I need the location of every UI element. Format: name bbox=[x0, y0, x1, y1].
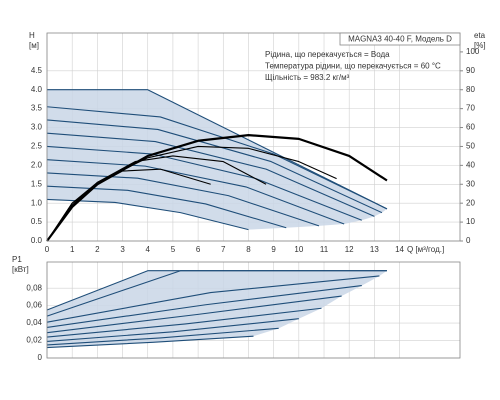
y2-tick-label: 60 bbox=[466, 123, 475, 132]
efficiency-curve bbox=[46, 134, 388, 242]
y2-tick-label: 30 bbox=[466, 179, 475, 188]
curve bbox=[46, 285, 362, 328]
y-tick-label: 3.5 bbox=[31, 104, 43, 113]
y2-tick-label: 0 bbox=[466, 236, 471, 245]
y2-tick-label: 50 bbox=[466, 142, 475, 151]
y2-tick-label: 40 bbox=[466, 160, 475, 169]
curve bbox=[46, 275, 380, 323]
curve bbox=[46, 307, 322, 338]
curve bbox=[46, 185, 287, 229]
chart-title: MAGNA3 40-40 F, Модель D bbox=[348, 35, 452, 44]
operating-area bbox=[47, 89, 387, 230]
x-tick-label: 6 bbox=[196, 245, 201, 254]
y-tick-label: 0,04 bbox=[26, 318, 42, 327]
x-tick-label: 2 bbox=[95, 245, 100, 254]
y2-tick-label: 100 bbox=[466, 47, 480, 56]
curve bbox=[46, 132, 375, 217]
y-axis-label: P1 bbox=[12, 255, 22, 264]
x-tick-label: 0 bbox=[45, 245, 50, 254]
y-tick-label: 0,08 bbox=[26, 283, 42, 292]
y-tick-label: 3.0 bbox=[31, 123, 43, 132]
y2-tick-label: 70 bbox=[466, 104, 475, 113]
y-tick-label: 2.0 bbox=[31, 160, 43, 169]
y-tick-label: 0 bbox=[38, 353, 43, 362]
y2-tick-label: 20 bbox=[466, 198, 475, 207]
efficiency-curve bbox=[46, 145, 337, 242]
curve bbox=[46, 119, 383, 214]
y-tick-label: 1.5 bbox=[31, 179, 43, 188]
x-tick-label: 14 bbox=[395, 245, 404, 254]
y-tick-label: 0.5 bbox=[31, 217, 43, 226]
y-axis-unit: [м] bbox=[29, 41, 39, 50]
y-tick-label: 0,02 bbox=[26, 336, 42, 345]
x-tick-label: 7 bbox=[221, 245, 226, 254]
x-tick-label: 1 bbox=[70, 245, 75, 254]
annotation: Рідина, що перекачується = Вода bbox=[265, 50, 390, 59]
x-tick-label: 9 bbox=[271, 245, 276, 254]
x-tick-label: 4 bbox=[146, 245, 151, 254]
y-tick-label: 2.5 bbox=[31, 142, 43, 151]
curve bbox=[46, 106, 388, 210]
x-tick-label: 12 bbox=[345, 245, 354, 254]
y2-axis-label: eta bbox=[474, 31, 486, 40]
operating-area bbox=[47, 270, 387, 348]
y-tick-label: 0.0 bbox=[31, 236, 43, 245]
y2-tick-label: 80 bbox=[466, 85, 475, 94]
plot-frame bbox=[46, 261, 461, 359]
curve bbox=[46, 198, 249, 231]
x-tick-label: 11 bbox=[320, 245, 329, 254]
annotation: Температура рідини, що перекачується = 6… bbox=[265, 62, 441, 71]
curve bbox=[46, 295, 342, 334]
x-tick-label: 13 bbox=[370, 245, 379, 254]
x-tick-label: 8 bbox=[246, 245, 251, 254]
x-tick-label: 5 bbox=[171, 245, 176, 254]
x-tick-label: 3 bbox=[120, 245, 125, 254]
plot-frame bbox=[46, 32, 461, 242]
y-tick-label: 4.5 bbox=[31, 66, 43, 75]
y-axis-label: H bbox=[29, 31, 35, 40]
x-tick-label: 10 bbox=[294, 245, 303, 254]
curve bbox=[46, 335, 254, 349]
y2-tick-label: 10 bbox=[466, 217, 475, 226]
efficiency-curve bbox=[46, 168, 211, 242]
y-axis-unit: [кВт] bbox=[12, 265, 29, 274]
curve bbox=[47, 89, 388, 210]
y-tick-label: 1.0 bbox=[31, 198, 43, 207]
x-axis-label: Q [м³/год.] bbox=[407, 245, 444, 254]
curve bbox=[46, 145, 362, 221]
curve bbox=[46, 327, 279, 346]
title-box bbox=[339, 32, 461, 46]
curve bbox=[46, 270, 387, 317]
y-tick-label: 4.0 bbox=[31, 85, 43, 94]
curve bbox=[46, 159, 345, 225]
curve bbox=[46, 318, 299, 342]
y-tick-label: 0,06 bbox=[26, 301, 42, 310]
y2-tick-label: 90 bbox=[466, 66, 475, 75]
y2-axis-unit: [%] bbox=[474, 41, 486, 50]
annotation: Щільність = 983.2 кг/м³ bbox=[265, 73, 350, 82]
curve bbox=[46, 172, 320, 227]
